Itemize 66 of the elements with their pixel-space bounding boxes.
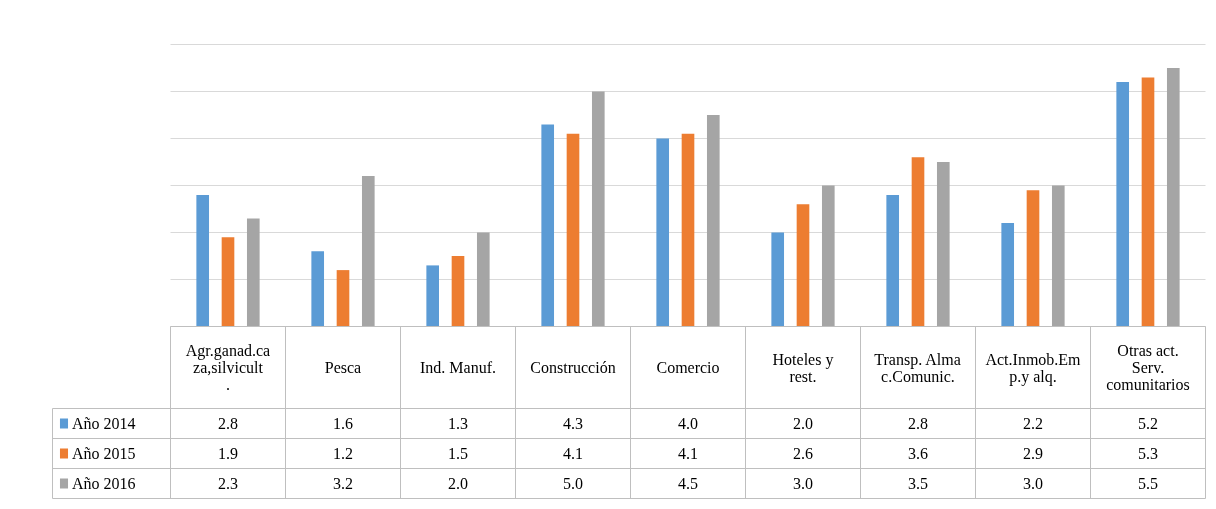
bar: [1026, 190, 1040, 327]
bar: [796, 204, 810, 327]
data-label: 5.3: [1138, 445, 1158, 462]
data-label: 1.9: [218, 445, 238, 462]
x-tick-label: Transp. Almac.Comunic.: [874, 350, 961, 385]
x-tick-label: Otras act. Serv. comunitarios: [1106, 342, 1190, 393]
bar: [1051, 185, 1065, 327]
bar: [681, 133, 695, 327]
bar: [426, 265, 440, 327]
legend-label: Año 2014: [72, 415, 136, 432]
data-label: 2.8: [218, 415, 238, 432]
x-tick-label: Construcción: [530, 359, 616, 376]
data-label: 1.3: [448, 415, 468, 432]
bar: [541, 124, 555, 327]
data-label: 4.1: [563, 445, 583, 462]
bar: [771, 232, 785, 327]
bar: [221, 237, 235, 327]
bar: [1116, 82, 1130, 327]
data-label: 2.0: [793, 415, 813, 432]
x-tick-label: Ind. Manuf.: [420, 359, 496, 376]
legend-label: Año 2016: [72, 475, 136, 492]
data-label: 4.5: [678, 475, 698, 492]
data-label: 4.1: [678, 445, 698, 462]
data-label: 2.2: [1023, 415, 1043, 432]
data-label: 2.6: [793, 445, 813, 462]
bar: [311, 251, 325, 327]
bar: [1001, 223, 1015, 327]
data-label: 3.5: [908, 475, 928, 492]
data-label: 4.3: [563, 415, 583, 432]
bar: [591, 91, 605, 327]
data-label: 2.9: [1023, 445, 1043, 462]
bar: [656, 138, 670, 327]
data-label: 1.2: [333, 445, 353, 462]
data-label: 3.6: [908, 445, 928, 462]
bar: [706, 115, 720, 327]
data-label: 3.2: [333, 475, 353, 492]
x-tick-label: Hoteles y rest.: [772, 350, 834, 385]
bar: [566, 133, 580, 327]
x-tick-label: Agr.ganad.caza,silvicult.: [185, 342, 271, 393]
bar: [936, 162, 950, 327]
bar: [361, 176, 375, 327]
x-tick-label: Pesca: [324, 359, 362, 376]
bar: [336, 270, 350, 327]
bar: [196, 194, 210, 327]
data-label: 5.0: [563, 475, 583, 492]
bar: [821, 185, 835, 327]
bar: [476, 232, 490, 327]
bar: [1166, 68, 1180, 327]
bar: [911, 157, 925, 327]
bar: [1141, 77, 1155, 327]
data-label: 5.5: [1138, 475, 1158, 492]
bar: [886, 194, 900, 327]
data-label: 2.8: [908, 415, 928, 432]
data-label: 1.5: [448, 445, 468, 462]
data-label: 4.0: [678, 415, 698, 432]
data-label: 3.0: [1023, 475, 1043, 492]
x-tick-label: Act.Inmob.Emp.y alq.: [985, 350, 1082, 386]
bar: [451, 256, 465, 327]
data-label: 2.0: [448, 475, 468, 492]
data-label: 3.0: [793, 475, 813, 492]
data-label: 2.3: [218, 475, 238, 492]
bar: [246, 218, 260, 327]
data-label: 5.2: [1138, 415, 1158, 432]
legend-label: Año 2015: [72, 445, 136, 462]
x-tick-label: Comercio: [656, 359, 720, 376]
data-label: 1.6: [333, 415, 353, 432]
